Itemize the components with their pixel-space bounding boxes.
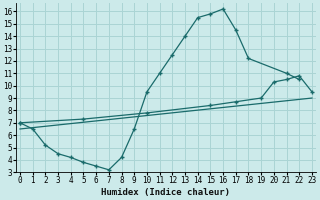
X-axis label: Humidex (Indice chaleur): Humidex (Indice chaleur) <box>101 188 230 197</box>
